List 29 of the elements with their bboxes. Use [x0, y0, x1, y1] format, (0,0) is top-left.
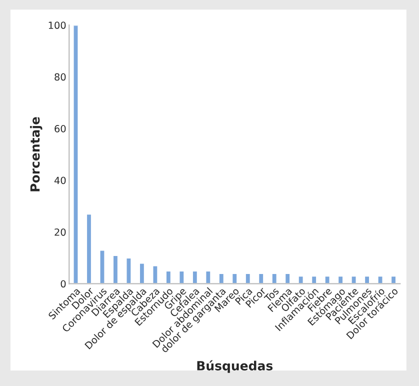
bar — [310, 275, 318, 284]
bar — [152, 264, 159, 284]
bar — [364, 275, 370, 284]
bar — [72, 25, 80, 284]
bar — [165, 270, 172, 284]
bar — [192, 270, 198, 284]
bar — [244, 272, 252, 284]
bar — [258, 272, 264, 284]
bar — [337, 275, 344, 284]
bar — [204, 270, 212, 284]
y-tick-label: 40 — [54, 176, 66, 184]
bar — [125, 257, 132, 284]
bar — [98, 249, 106, 284]
bar — [138, 262, 146, 284]
bar — [284, 272, 291, 284]
bar — [271, 272, 278, 284]
bar — [218, 272, 225, 284]
bar — [231, 272, 238, 284]
y-axis-title: Porcentaje — [30, 117, 42, 192]
bar — [112, 254, 119, 284]
y-tick-label: 60 — [54, 125, 66, 132]
y-tick-label: 20 — [54, 228, 66, 236]
bar — [390, 275, 397, 284]
bar — [178, 270, 186, 284]
y-tick-label: 100 — [48, 22, 66, 29]
x-axis-title: Búsquedas — [197, 360, 273, 373]
bar — [86, 213, 92, 284]
y-tick-label: 80 — [54, 73, 66, 81]
y-tick-label: 0 — [60, 280, 66, 288]
